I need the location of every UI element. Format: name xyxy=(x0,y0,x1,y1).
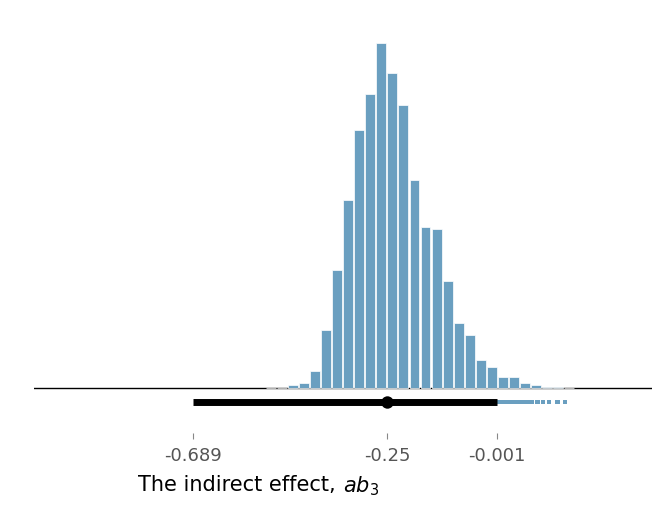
Bar xyxy=(376,43,386,388)
Point xyxy=(553,398,564,406)
Point xyxy=(560,398,571,406)
Text: The indirect effect,: The indirect effect, xyxy=(138,475,343,495)
Point xyxy=(495,398,505,406)
Point xyxy=(524,398,535,406)
Bar xyxy=(332,270,342,388)
Point xyxy=(512,398,523,406)
Point xyxy=(494,398,505,406)
Point xyxy=(511,398,522,406)
Bar xyxy=(498,376,508,388)
Point xyxy=(552,398,562,406)
Bar xyxy=(288,385,298,388)
Bar xyxy=(553,387,563,388)
Point xyxy=(521,398,532,406)
Point xyxy=(517,398,528,406)
Bar xyxy=(454,323,464,388)
Point xyxy=(508,398,519,406)
Point xyxy=(503,398,513,406)
Point xyxy=(497,398,508,406)
Bar xyxy=(531,385,541,388)
Bar xyxy=(366,93,375,388)
Point xyxy=(502,398,513,406)
Bar xyxy=(487,367,497,388)
Point xyxy=(521,398,532,406)
Point xyxy=(503,398,514,406)
Point xyxy=(500,398,511,406)
Point xyxy=(532,398,542,406)
Bar xyxy=(310,371,320,388)
Text: $ab_3$: $ab_3$ xyxy=(343,475,379,498)
Point xyxy=(544,398,554,406)
Point xyxy=(491,398,502,406)
Point xyxy=(533,398,544,406)
Bar xyxy=(443,281,452,388)
Bar xyxy=(431,229,442,388)
Point xyxy=(506,398,517,406)
Point xyxy=(491,398,502,406)
Bar xyxy=(409,180,419,388)
Point xyxy=(538,398,548,406)
Point xyxy=(513,398,523,406)
Point xyxy=(491,398,502,406)
Bar xyxy=(388,73,397,388)
Point xyxy=(511,398,522,406)
Point xyxy=(502,398,513,406)
Point xyxy=(503,398,513,406)
Bar xyxy=(299,383,309,388)
Point xyxy=(493,398,504,406)
Bar xyxy=(509,377,519,388)
Point xyxy=(523,398,534,406)
Point xyxy=(495,398,505,406)
Point xyxy=(500,398,511,406)
Point xyxy=(507,398,517,406)
Point xyxy=(501,398,511,406)
Point xyxy=(493,398,504,406)
Point xyxy=(523,398,534,406)
Point xyxy=(507,398,518,406)
Point xyxy=(497,398,508,406)
Point xyxy=(504,398,515,406)
Point xyxy=(513,398,523,406)
Point xyxy=(496,398,507,406)
Bar xyxy=(321,330,331,388)
Bar xyxy=(520,383,530,388)
Point xyxy=(382,398,392,406)
Bar xyxy=(354,130,364,388)
Point xyxy=(510,398,521,406)
Point xyxy=(519,398,530,406)
Point xyxy=(511,398,521,406)
Point xyxy=(499,398,509,406)
Point xyxy=(526,398,536,406)
Point xyxy=(513,398,524,406)
Bar xyxy=(465,335,474,388)
Point xyxy=(527,398,538,406)
Point xyxy=(494,398,505,406)
Bar xyxy=(421,227,431,388)
Point xyxy=(492,398,503,406)
Point xyxy=(498,398,509,406)
Point xyxy=(510,398,521,406)
Bar xyxy=(542,387,552,388)
Point xyxy=(506,398,517,406)
Bar xyxy=(398,105,409,388)
Point xyxy=(495,398,505,406)
Point xyxy=(532,398,542,406)
Point xyxy=(513,398,523,406)
Point xyxy=(495,398,505,406)
Point xyxy=(507,398,518,406)
Bar xyxy=(343,200,353,388)
Point xyxy=(512,398,523,406)
Point xyxy=(507,398,518,406)
Bar xyxy=(476,361,486,388)
Point xyxy=(516,398,527,406)
Point xyxy=(522,398,533,406)
Point xyxy=(494,398,505,406)
